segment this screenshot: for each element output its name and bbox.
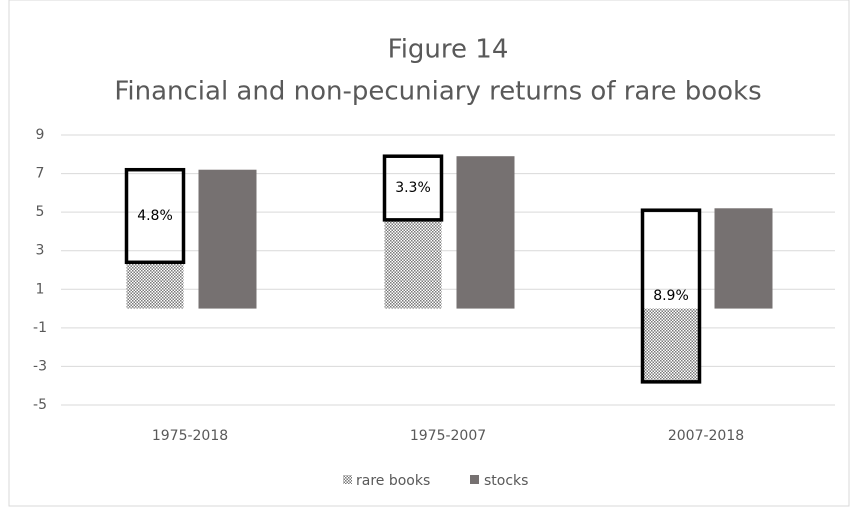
bar-outline xyxy=(382,154,444,222)
x-tick-label: 2007-2018 xyxy=(668,428,744,444)
bar xyxy=(714,208,773,309)
y-tick-label: 5 xyxy=(36,204,45,220)
chart-subtitle: Financial and non-pecuniary returns of r… xyxy=(114,77,761,107)
y-tick-label: -5 xyxy=(33,397,47,413)
data-label: 4.8% xyxy=(137,208,173,224)
data-label: 3.3% xyxy=(395,180,431,196)
chart-title: Figure 14 xyxy=(388,35,509,65)
x-tick-label: 1975-2007 xyxy=(410,428,486,444)
y-tick-label: -1 xyxy=(33,320,47,336)
legend-swatch xyxy=(343,475,352,484)
bar-outline xyxy=(124,167,186,265)
y-tick-label: 3 xyxy=(36,243,45,259)
data-label: 8.9% xyxy=(653,288,689,304)
y-tick-label: -3 xyxy=(33,358,47,374)
bar xyxy=(642,308,700,382)
y-tick-label: 1 xyxy=(36,281,45,297)
legend-label: rare books xyxy=(356,473,430,489)
y-tick-label: 7 xyxy=(36,166,45,182)
bar xyxy=(126,262,184,309)
bar xyxy=(198,169,257,309)
legend-swatch xyxy=(470,475,479,484)
bar xyxy=(456,156,515,309)
legend-label: stocks xyxy=(484,473,528,489)
y-tick-label: 9 xyxy=(36,127,45,143)
bar-outline xyxy=(640,208,702,384)
bar xyxy=(384,219,442,309)
x-tick-label: 1975-2018 xyxy=(152,428,228,444)
